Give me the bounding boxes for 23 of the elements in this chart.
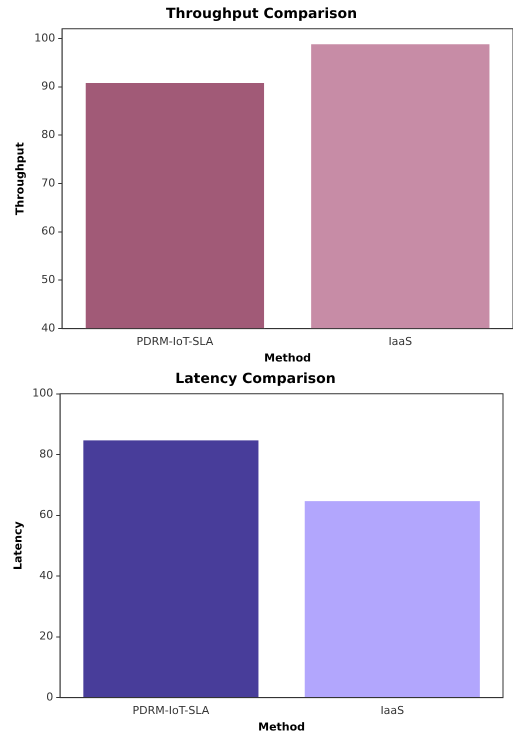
y-tick-label: 100 [34, 31, 56, 44]
y-tick-label: 70 [41, 176, 56, 190]
x-tick-label: PDRM-IoT-SLA [136, 335, 214, 348]
y-axis-title: Latency [11, 521, 24, 570]
y-tick-label: 40 [41, 321, 56, 334]
y-tick-label: 90 [41, 80, 56, 93]
y-tick-label: 60 [39, 508, 54, 522]
y-tick-label: 50 [41, 273, 56, 286]
y-tick-label: 60 [41, 224, 56, 238]
chart-title: Throughput Comparison [166, 6, 358, 22]
y-tick-label: 40 [39, 568, 54, 582]
chart-title: Latency Comparison [175, 371, 336, 388]
y-tick-label: 20 [39, 630, 54, 643]
y-tick-label: 0 [46, 690, 54, 704]
x-tick-label: IaaS [380, 704, 404, 718]
x-tick-label: IaaS [388, 335, 412, 348]
x-tick-label: PDRM-IoT-SLA [132, 704, 210, 718]
y-axis-title: Throughput [13, 142, 26, 216]
y-tick-label: 100 [32, 386, 54, 400]
x-axis-title: Method [258, 720, 306, 734]
y-tick-label: 80 [39, 447, 54, 460]
y-tick-label: 80 [41, 128, 56, 142]
x-axis-title: Method [264, 351, 312, 364]
